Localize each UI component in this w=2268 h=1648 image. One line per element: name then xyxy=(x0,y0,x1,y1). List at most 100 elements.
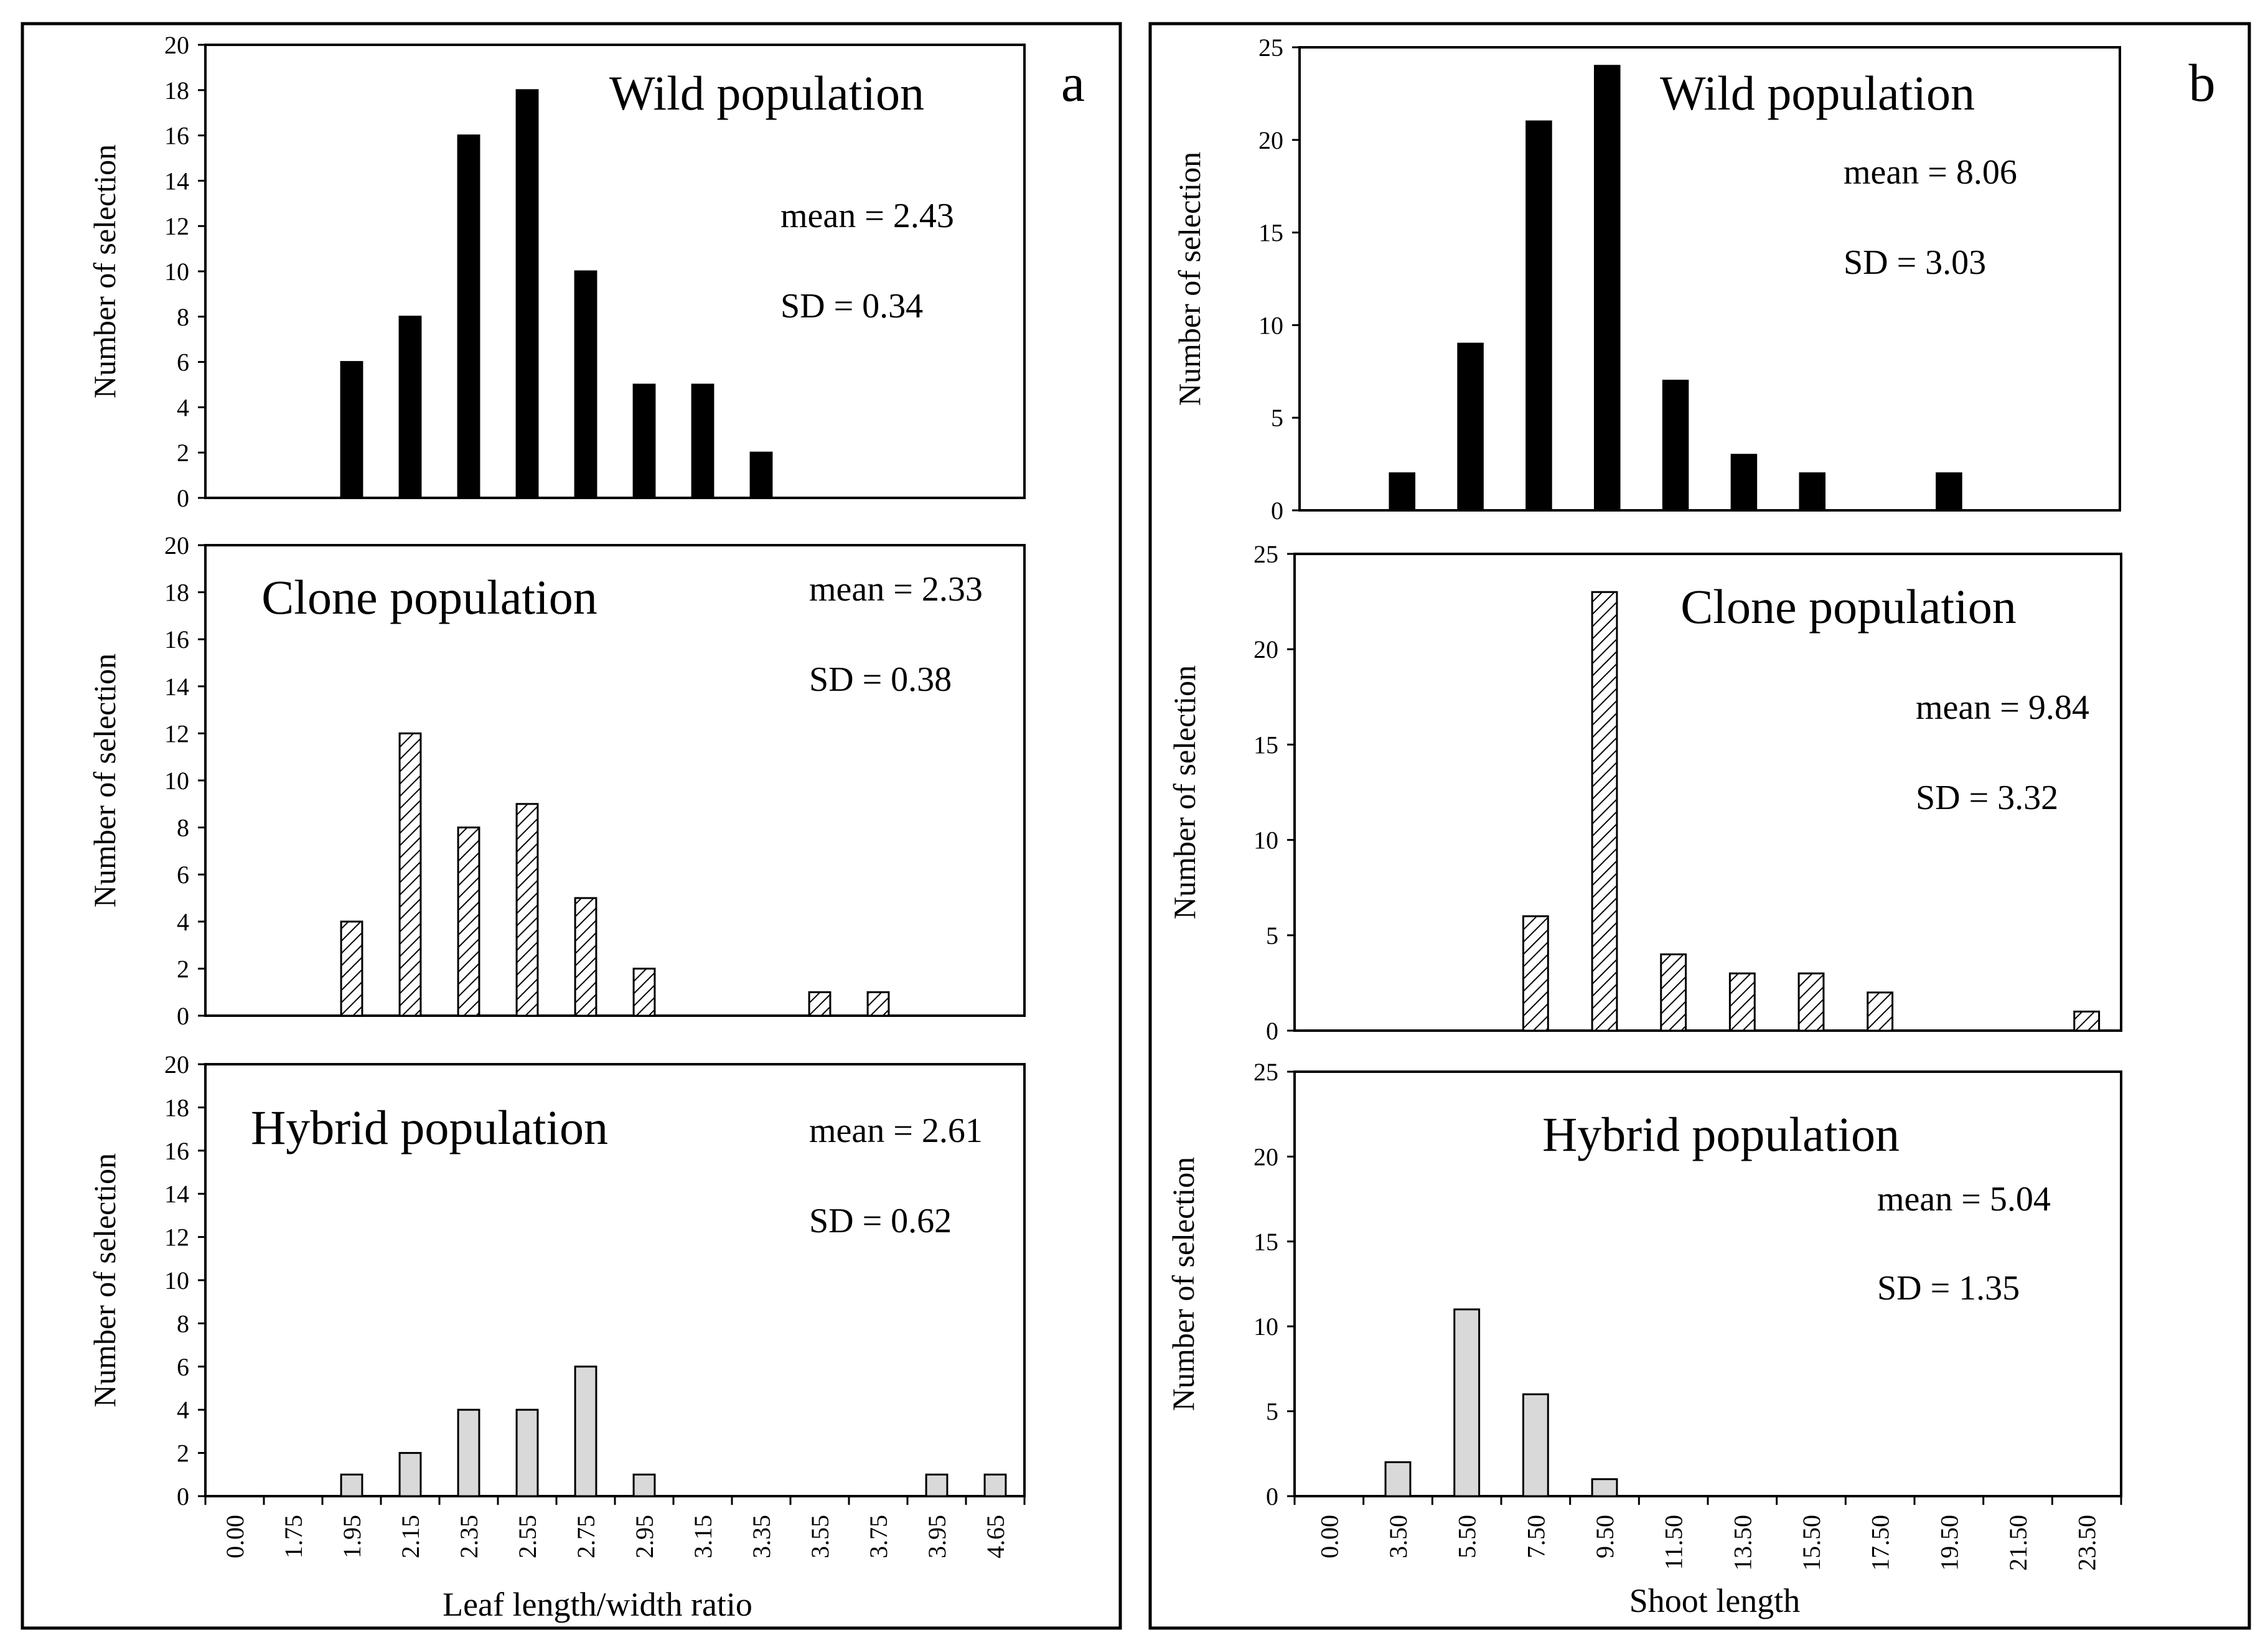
plot-frame xyxy=(1298,46,2121,512)
y-tick-label: 10 xyxy=(1258,311,1283,339)
bar-2.75 xyxy=(574,270,597,499)
x-tick-label: 2.75 xyxy=(572,1515,600,1558)
bar-11.50 xyxy=(1662,380,1689,512)
sd-label: SD = 0.38 xyxy=(809,660,952,699)
y-tick-label: 10 xyxy=(164,1266,189,1295)
bar-2.15 xyxy=(398,732,422,1017)
y-axis-label: Number of selection xyxy=(1167,665,1202,919)
x-tick-label: 13.50 xyxy=(1728,1515,1756,1571)
y-tick-label: 25 xyxy=(1253,540,1278,568)
bar-2.75 xyxy=(574,897,597,1017)
panel-b-xlabel: Shoot length xyxy=(1629,1582,1801,1619)
bar-15.50 xyxy=(1799,472,1826,512)
x-tick-label: 3.95 xyxy=(923,1515,951,1558)
bar-7.50 xyxy=(1522,915,1549,1032)
bar-2.35 xyxy=(457,1408,480,1497)
population-title: Hybrid population xyxy=(1542,1107,1900,1161)
y-axis-label: Number of selection xyxy=(1166,1157,1201,1411)
x-tick-label: 15.50 xyxy=(1797,1515,1825,1571)
bar-13.50 xyxy=(1728,972,1756,1032)
y-tick-label: 12 xyxy=(164,1224,189,1252)
x-tick-label: 1.75 xyxy=(279,1515,307,1558)
bar-2.15 xyxy=(398,1452,422,1497)
bar-7.50 xyxy=(1522,1393,1549,1497)
y-tick-label: 10 xyxy=(164,767,189,795)
bar-2.35 xyxy=(457,826,480,1017)
y-tick-label: 18 xyxy=(164,1093,189,1121)
y-axis-label: Number of selection xyxy=(87,1153,122,1407)
panel-a-frame xyxy=(21,22,1122,1630)
x-tick-label: 19.50 xyxy=(1935,1515,1963,1571)
x-tick-label: 17.50 xyxy=(1867,1515,1895,1571)
bar-7.50 xyxy=(1525,120,1552,512)
y-tick-label: 5 xyxy=(1271,404,1283,432)
x-tick-label: 23.50 xyxy=(2073,1515,2101,1571)
bar-9.50 xyxy=(1593,65,1621,512)
y-tick-label: 8 xyxy=(177,1309,189,1337)
mean-label: mean = 2.33 xyxy=(809,570,983,609)
x-tick-label: 3.55 xyxy=(806,1515,834,1558)
x-tick-label: 21.50 xyxy=(2004,1515,2032,1571)
y-tick-label: 20 xyxy=(164,1051,189,1079)
bar-3.50 xyxy=(1389,472,1416,512)
bar-5.50 xyxy=(1453,1308,1481,1497)
x-tick-label: 3.50 xyxy=(1384,1515,1412,1558)
y-tick-label: 14 xyxy=(164,167,189,195)
y-tick-label: 10 xyxy=(1253,1313,1278,1341)
y-tick-label: 20 xyxy=(1253,635,1278,663)
y-tick-label: 20 xyxy=(164,531,189,559)
x-tick-label: 3.75 xyxy=(865,1515,893,1558)
bar-5.50 xyxy=(1457,342,1484,512)
bar-19.50 xyxy=(1936,472,1962,512)
y-tick-label: 6 xyxy=(177,349,189,377)
x-tick-label: 7.50 xyxy=(1522,1515,1550,1558)
y-tick-label: 0 xyxy=(177,1002,189,1030)
chart-a-wild: 0 2 4 6 8 10 12 14 16 18 20 Number of selection Wild… xyxy=(87,31,1026,512)
panel-a-xlabel: Leaf length/width ratio xyxy=(443,1586,752,1623)
chart-a-clone: 0 2 4 6 8 10 12 14 16 18 20 Number of selection Clon… xyxy=(87,531,1026,1030)
y-tick-label: 2 xyxy=(177,1440,189,1468)
bar-3.55 xyxy=(808,991,832,1017)
population-title: Hybrid population xyxy=(251,1100,608,1154)
y-tick-label: 0 xyxy=(1266,1482,1278,1510)
x-tick-label: 3.35 xyxy=(747,1515,776,1558)
bar-3.50 xyxy=(1384,1461,1412,1497)
y-tick-label: 5 xyxy=(1266,922,1278,950)
bar-2.55 xyxy=(515,1408,539,1497)
bar-13.50 xyxy=(1730,454,1758,512)
y-tick-label: 15 xyxy=(1253,1228,1278,1256)
bar-2.95 xyxy=(632,1473,656,1497)
y-tick-label: 0 xyxy=(177,1482,189,1510)
bar-9.50 xyxy=(1591,591,1618,1032)
x-tick-label: 2.95 xyxy=(630,1515,658,1558)
y-tick-label: 18 xyxy=(164,77,189,105)
bar-17.50 xyxy=(1867,991,1894,1032)
y-tick-label: 14 xyxy=(164,1180,189,1208)
bar-3.95 xyxy=(925,1473,949,1497)
panel-a-label: a xyxy=(1061,53,1085,113)
x-tick-label: 2.35 xyxy=(455,1515,483,1558)
plot-frame xyxy=(1293,553,2122,1032)
y-tick-label: 8 xyxy=(177,814,189,842)
y-axis-label: Number of selection xyxy=(1172,152,1207,406)
chart-a-hybrid: 0 2 4 6 8 10 12 14 16 18 20 Number of selection 0.00… xyxy=(87,1051,1026,1558)
sd-label: SD = 1.35 xyxy=(1877,1269,2020,1308)
mean-label: mean = 2.43 xyxy=(780,197,954,235)
chart-b-hybrid: 0 5 10 15 20 25 Number of selection 0.00 3.50 5.5… xyxy=(1166,1058,2122,1571)
panel-b-frame xyxy=(1148,22,2251,1630)
chart-b-wild: 0 5 10 15 20 25 Number of selection Wild popula… xyxy=(1172,34,2121,525)
y-tick-label: 5 xyxy=(1266,1398,1278,1426)
sd-label: SD = 0.62 xyxy=(809,1202,952,1240)
bar-2.55 xyxy=(515,803,539,1017)
x-tick-label: 2.15 xyxy=(396,1515,424,1558)
bar-2.75 xyxy=(574,1365,597,1497)
y-tick-label: 0 xyxy=(177,484,189,512)
y-tick-label: 16 xyxy=(164,1137,189,1165)
bar-1.95 xyxy=(340,1473,363,1497)
x-tick-label: 4.65 xyxy=(982,1515,1010,1558)
population-title: Clone population xyxy=(1680,579,2016,634)
bar-9.50 xyxy=(1591,1478,1618,1497)
chart-b-clone: 0 5 10 15 20 25 Number of selection Clone popul… xyxy=(1167,540,2122,1045)
y-tick-label: 20 xyxy=(164,31,189,59)
mean-label: mean = 8.06 xyxy=(1844,153,2017,192)
